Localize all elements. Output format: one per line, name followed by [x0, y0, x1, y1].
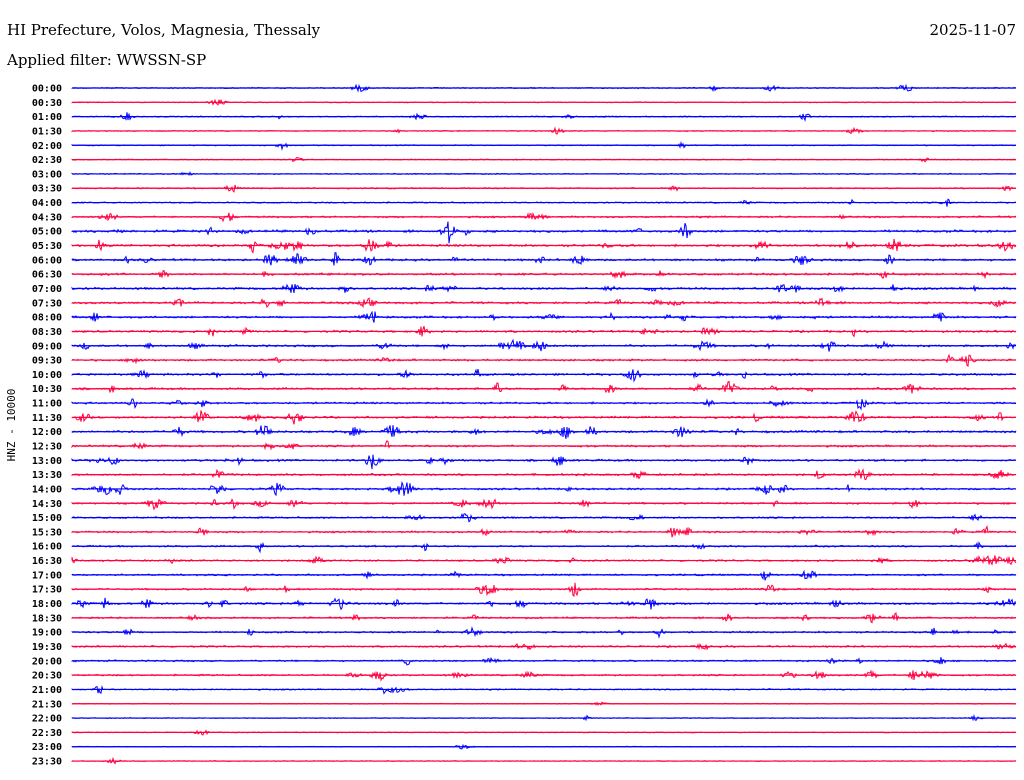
row-time-label: 08:00: [32, 313, 62, 324]
row-time-label: 17:00: [32, 570, 62, 581]
row-time-label: 05:30: [32, 241, 62, 252]
date-label: 2025-11-07: [929, 21, 1016, 39]
row-time-label: 21:30: [32, 699, 62, 710]
row-time-label: 11:00: [32, 399, 62, 410]
row-time-label: 03:30: [32, 184, 62, 195]
row-time-label: 23:30: [32, 757, 62, 768]
row-time-label: 08:30: [32, 327, 62, 338]
seismic-trace: [71, 541, 1017, 554]
row-time-label: 19:00: [32, 628, 62, 639]
row-time-label: 18:30: [32, 613, 62, 624]
row-time-label: 21:00: [32, 685, 62, 696]
row-time-label: 12:30: [32, 442, 62, 453]
row-time-label: 17:30: [32, 585, 62, 596]
row-time-label: 06:00: [32, 255, 62, 266]
row-time-label: 16:00: [32, 542, 62, 553]
row-time-label: 20:00: [32, 656, 62, 667]
row-time-label: 01:00: [32, 112, 62, 123]
seismic-trace: [71, 141, 1017, 151]
row-time-label: 03:00: [32, 169, 62, 180]
row-time-label: 15:00: [32, 513, 62, 524]
row-time-label: 02:30: [32, 155, 62, 166]
row-time-label: 09:00: [32, 341, 62, 352]
y-axis-label: HNZ - 10000: [5, 389, 18, 462]
row-time-label: 04:00: [32, 198, 62, 209]
row-time-label: 22:00: [32, 714, 62, 725]
row-time-label: 14:30: [32, 499, 62, 510]
row-time-label: 02:00: [32, 141, 62, 152]
row-time-label: 06:30: [32, 270, 62, 281]
row-time-label: 10:30: [32, 384, 62, 395]
seismic-trace: [71, 439, 1017, 451]
seismic-trace: [71, 554, 1017, 566]
row-time-label: 04:30: [32, 212, 62, 223]
row-time-label: 12:00: [32, 427, 62, 438]
seismic-trace: [71, 454, 1016, 470]
row-time-label: 23:00: [32, 742, 62, 753]
row-time-label: 18:00: [32, 599, 62, 610]
seismic-trace: [71, 498, 1017, 511]
row-time-label: 07:30: [32, 298, 62, 309]
filter-label: Applied filter: WWSSN-SP: [7, 51, 207, 69]
row-time-label: 00:00: [32, 84, 62, 95]
row-time-label: 07:00: [32, 284, 62, 295]
row-time-label: 19:30: [32, 642, 62, 653]
seismic-trace: [71, 380, 1017, 394]
seismic-trace: [71, 252, 1017, 266]
row-time-label: 01:30: [32, 126, 62, 137]
row-time-label: 15:30: [32, 527, 62, 538]
seismic-trace: [71, 569, 1017, 581]
row-time-label: 11:30: [32, 413, 62, 424]
row-time-label: 22:30: [32, 728, 62, 739]
row-time-label: 14:00: [32, 484, 62, 495]
row-time-label: 13:00: [32, 456, 62, 467]
seismic-trace: [71, 398, 1017, 411]
row-time-label: 20:30: [32, 671, 62, 682]
row-time-label: 05:00: [32, 227, 62, 238]
row-time-label: 13:30: [32, 470, 62, 481]
station-title: HI Prefecture, Volos, Magnesia, Thessaly: [7, 21, 321, 39]
row-time-label: 09:30: [32, 356, 62, 367]
row-time-label: 10:00: [32, 370, 62, 381]
seismic-trace: [71, 221, 1017, 244]
row-time-label: 16:30: [32, 556, 62, 567]
row-time-label: 00:30: [32, 98, 62, 109]
